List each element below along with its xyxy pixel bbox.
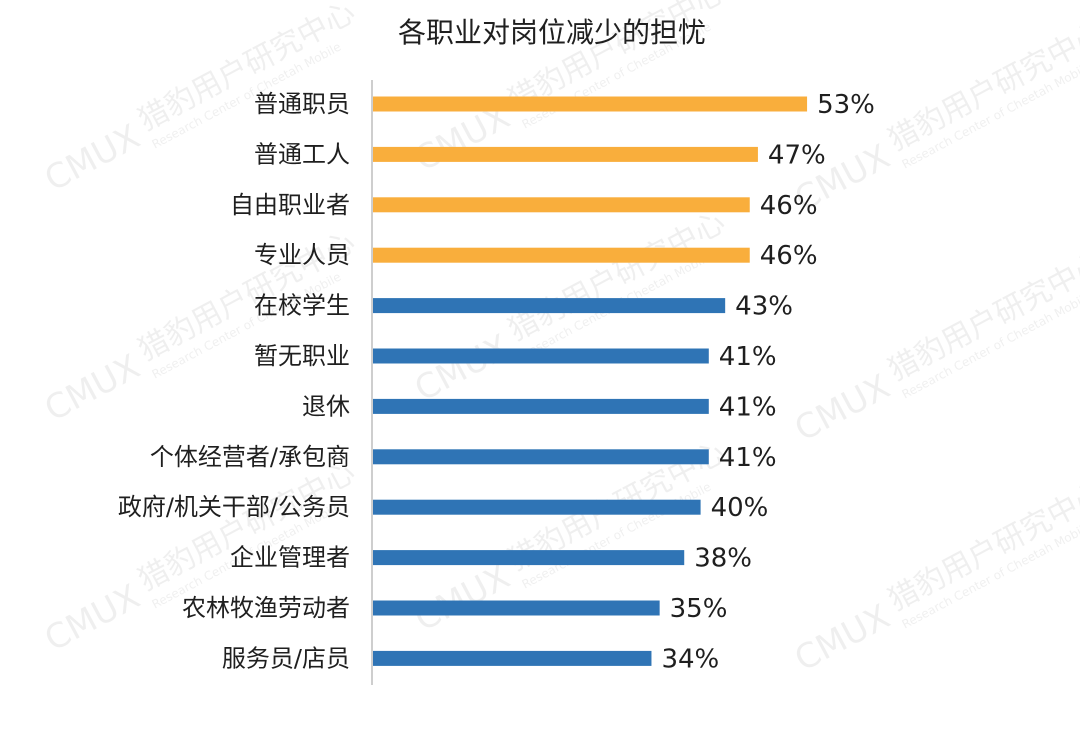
bar-2 <box>373 197 750 213</box>
category-label-11: 服务员/店员 <box>222 644 350 672</box>
category-label-1: 普通工人 <box>254 140 350 168</box>
watermark-logo: CMUX <box>788 367 896 450</box>
watermark-logo: CMUX <box>38 577 146 660</box>
chart-title: 各职业对岗位减少的担忧 <box>398 16 706 49</box>
bar-7 <box>373 449 709 465</box>
bar-4 <box>373 298 726 314</box>
value-label-4: 43% <box>735 292 793 322</box>
category-label-2: 自由职业者 <box>230 191 350 219</box>
value-label-8: 40% <box>711 493 769 523</box>
value-label-5: 41% <box>719 342 777 372</box>
watermark-logo: CMUX <box>408 557 516 640</box>
watermark-text: 猎豹用户研究中心 <box>133 455 361 599</box>
watermark-logo: CMUX <box>408 327 516 410</box>
value-label-7: 41% <box>719 443 777 473</box>
bars-layer: 普通职员 53% 普通工人 47% 自由职业者 46% 专业人员 46% 在校学生 43% 暂无职业… <box>118 90 875 674</box>
bar-1 <box>373 146 758 162</box>
value-label-9: 38% <box>694 544 752 574</box>
bar-9 <box>373 550 685 566</box>
category-label-8: 政府/机关干部/公务员 <box>118 493 350 521</box>
bar-11 <box>373 650 652 666</box>
category-label-7: 个体经营者/承包商 <box>150 443 350 471</box>
category-label-5: 暂无职业 <box>254 342 350 370</box>
watermark-logo: CMUX <box>38 117 146 200</box>
value-label-11: 34% <box>661 644 719 674</box>
watermark-logo: CMUX <box>38 347 146 430</box>
category-label-9: 企业管理者 <box>230 544 350 572</box>
watermark-text: 猎豹用户研究中心 <box>503 205 731 349</box>
bar-0 <box>373 96 808 112</box>
value-label-10: 35% <box>670 594 728 624</box>
watermark-logo: CMUX <box>788 597 896 680</box>
value-label-3: 46% <box>760 241 818 271</box>
category-label-0: 普通职员 <box>254 90 350 118</box>
bar-3 <box>373 247 750 263</box>
value-label-6: 41% <box>719 392 777 422</box>
category-label-3: 专业人员 <box>254 241 350 269</box>
value-label-1: 47% <box>768 140 826 170</box>
bar-6 <box>373 398 709 414</box>
category-label-4: 在校学生 <box>254 292 350 320</box>
category-label-6: 退休 <box>302 392 350 420</box>
category-label-10: 农林牧渔劳动者 <box>182 594 350 622</box>
value-label-0: 53% <box>817 90 875 120</box>
bar-10 <box>373 600 660 616</box>
bar-8 <box>373 499 701 515</box>
value-label-2: 46% <box>760 191 818 221</box>
bar-5 <box>373 348 709 364</box>
